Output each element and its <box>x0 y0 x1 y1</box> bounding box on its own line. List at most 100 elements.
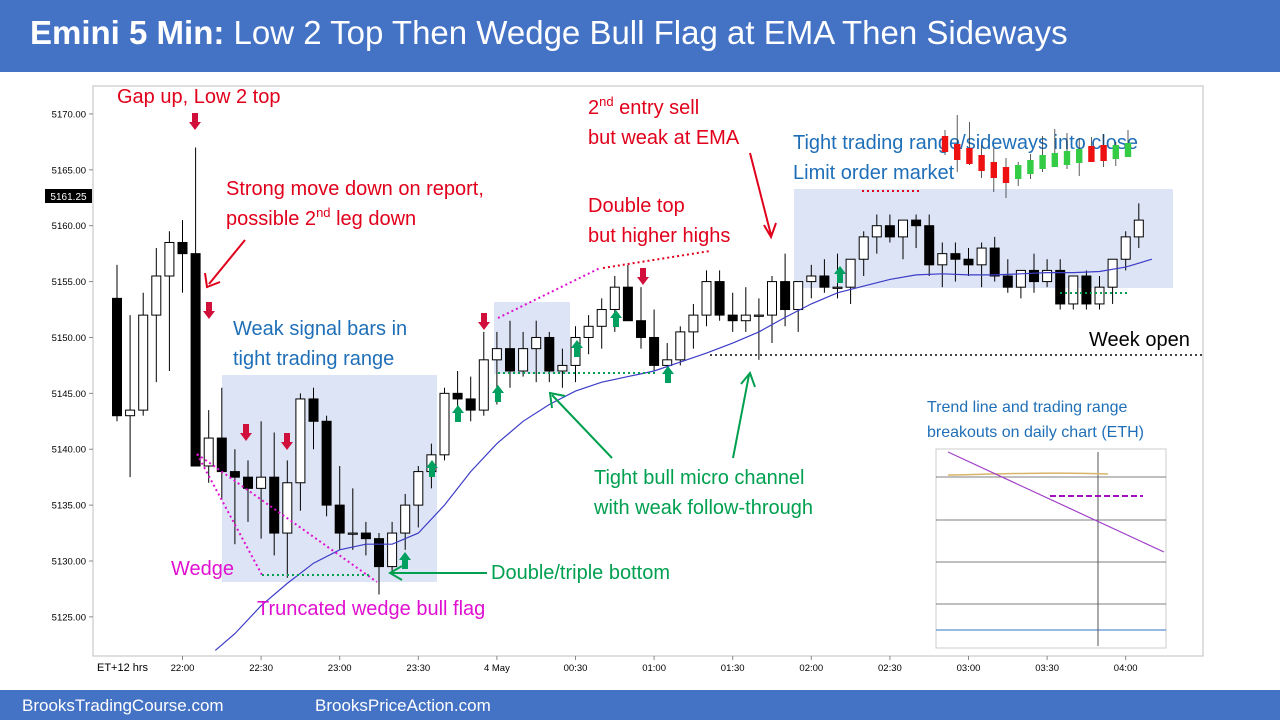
bull-marker-icon <box>834 266 846 283</box>
x-tick-label: 23:30 <box>406 663 430 674</box>
candle <box>636 287 646 349</box>
x-tick-label: 4 May <box>484 663 510 674</box>
arrowhead-icon <box>740 370 756 388</box>
x-tick-label: 03:00 <box>957 663 981 674</box>
bull-candle-body <box>583 325 594 338</box>
annotation-truncated-wedge: Truncated wedge bull flag <box>257 598 485 620</box>
inset-candle-body <box>1112 145 1119 159</box>
inset-candle <box>1112 142 1119 166</box>
candle <box>203 410 214 483</box>
x-tick-label: 04:00 <box>1114 663 1138 674</box>
bear-candle-body <box>505 348 515 372</box>
candle <box>858 231 869 276</box>
candle <box>976 242 987 288</box>
candle <box>334 466 345 550</box>
inset-candle-body <box>1039 155 1046 169</box>
bull-candle-body <box>557 364 568 372</box>
candle <box>151 248 162 383</box>
bull-candle-body <box>858 236 869 260</box>
y-tick-label: 5150.00 <box>52 333 86 344</box>
bear-candle-body <box>544 336 555 372</box>
candle <box>649 309 660 371</box>
candle <box>387 521 398 573</box>
footer-link-brookspriceaction[interactable]: BrooksPriceAction.com <box>315 696 491 715</box>
candle <box>989 236 1000 282</box>
candle <box>1055 259 1066 310</box>
x-tick-label: 01:00 <box>642 663 666 674</box>
bull-candle-body <box>413 471 424 506</box>
bull-candle-body <box>1120 236 1131 260</box>
y-tick-label: 5140.00 <box>52 445 86 456</box>
x-tick-label: 00:30 <box>564 663 588 674</box>
bear-marker-icon <box>478 313 490 330</box>
bull-candle-body <box>753 314 764 317</box>
y-tick-label: 5170.00 <box>52 109 86 120</box>
footer-link-brookstradingcourse[interactable]: BrooksTradingCourse.com <box>22 696 224 715</box>
inset-candle <box>1002 158 1010 198</box>
y-tick-label: 5130.00 <box>52 557 86 568</box>
bull-candle-body <box>491 348 502 361</box>
bear-candle-body <box>924 225 935 266</box>
bull-candle-body <box>387 532 398 568</box>
inset-trend-line <box>947 451 1165 553</box>
bear-candle-body <box>321 420 332 506</box>
x-tick-label: 22:00 <box>171 663 195 674</box>
double-top-line <box>602 250 711 269</box>
pointer-arrow-strong-move <box>208 239 246 285</box>
bear-candle-body <box>452 392 463 400</box>
annotation-2nd-entry-1b: entry sell <box>614 97 700 119</box>
annotation-double-bottom: Double/triple bottom <box>491 562 670 584</box>
annotation-strong-move-1: Strong move down on report, <box>226 178 484 200</box>
candle <box>125 315 136 478</box>
candle <box>400 493 411 550</box>
bull-candle-body <box>151 275 162 316</box>
candle <box>243 460 253 522</box>
bull-candle-body <box>439 392 450 456</box>
candle <box>898 219 908 260</box>
bull-candle-body <box>518 348 529 372</box>
bear-candle-body <box>360 532 371 540</box>
bull-candle-body <box>256 476 267 489</box>
annotation-tight-bull-2: with weak follow-through <box>593 497 813 519</box>
y-tick-label: 5145.00 <box>52 389 86 400</box>
candle <box>1002 259 1013 293</box>
inset-candle <box>954 115 961 172</box>
annotation-2nd-entry-1sup: nd <box>599 94 613 109</box>
annotation-weak-signal-1: Weak signal bars in <box>233 318 407 340</box>
bear-candle-body <box>177 241 188 255</box>
bull-candle-body <box>609 286 620 311</box>
candle <box>740 287 751 332</box>
ema-line <box>214 258 1153 651</box>
inset-candle <box>1088 137 1095 162</box>
annotation-weak-signal-2: tight trading range <box>233 348 394 370</box>
annotation-double-top-2: but higher highs <box>588 225 730 247</box>
y-tick-label: 5160.00 <box>52 221 86 232</box>
inset-candle <box>1015 162 1022 186</box>
candle <box>688 303 699 349</box>
candle <box>256 421 267 539</box>
inset-candle <box>1027 154 1034 179</box>
candle <box>465 376 476 422</box>
inset-frame <box>935 448 1167 649</box>
bull-candle-body <box>282 482 293 534</box>
candle <box>924 214 935 276</box>
bull-candle-body <box>203 437 214 467</box>
bull-candle-body <box>1068 275 1079 305</box>
bull-candle-body <box>295 398 306 484</box>
bull-candle-body <box>701 281 712 316</box>
candle <box>871 214 882 254</box>
bear-marker-icon <box>189 113 201 130</box>
candle <box>321 415 332 517</box>
inset-candle-body <box>990 162 997 178</box>
candle <box>845 258 856 304</box>
inset-candle <box>1051 129 1058 167</box>
y-tick-label: 5135.00 <box>52 501 86 512</box>
bull-candle-body <box>976 247 987 266</box>
annotation-tight-bull-1: Tight bull micro channel <box>594 467 804 489</box>
inset-candle-body <box>1015 165 1022 179</box>
y-axis: 5125.00 5130.00 5135.00 5140.00 5145.00 5150.… <box>52 109 93 623</box>
pointer-arrow-micro-channel <box>551 394 613 459</box>
bull-candle-body <box>832 286 843 289</box>
bear-candle-body <box>374 538 384 568</box>
y-tick-label: 5125.00 <box>52 612 86 623</box>
